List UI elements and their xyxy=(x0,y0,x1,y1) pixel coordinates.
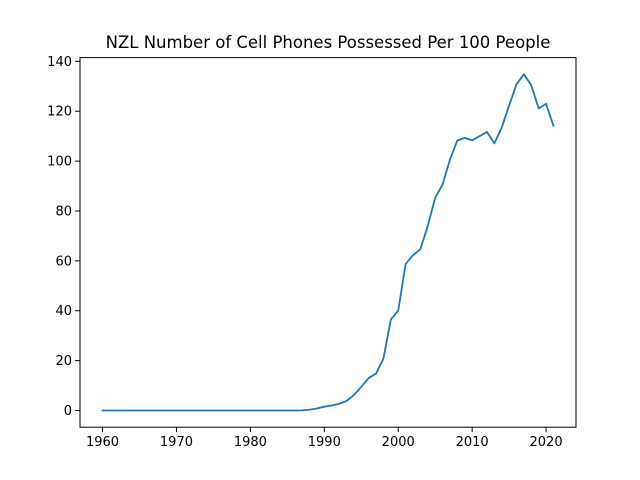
y-tick-label: 80 xyxy=(55,204,72,219)
series-line-0 xyxy=(101,73,555,412)
y-tick-label: 140 xyxy=(47,55,72,70)
plot-series xyxy=(101,73,555,412)
y-tick-label: 100 xyxy=(47,155,72,170)
x-tick-label: 1980 xyxy=(234,435,267,450)
x-tick-label: 2020 xyxy=(530,435,563,450)
x-tick-label: 1970 xyxy=(160,435,193,450)
x-tick-label: 2010 xyxy=(456,435,489,450)
plot-frame xyxy=(79,57,577,428)
y-axis: 0 20 40 60 80 100 120 140 xyxy=(47,55,80,419)
y-tick-label: 20 xyxy=(55,354,72,369)
chart-title: NZL Number of Cell Phones Possessed Per … xyxy=(106,33,551,52)
x-tick-label: 1960 xyxy=(86,435,119,450)
y-tick-label: 0 xyxy=(64,404,72,419)
x-tick-label: 2000 xyxy=(382,435,415,450)
y-tick-label: 120 xyxy=(47,105,72,120)
x-axis: 1960 1970 1980 1990 2000 2010 2020 xyxy=(86,427,563,450)
y-tick-label: 40 xyxy=(55,304,72,319)
x-tick-label: 1990 xyxy=(308,435,341,450)
y-tick-label: 60 xyxy=(55,254,72,269)
